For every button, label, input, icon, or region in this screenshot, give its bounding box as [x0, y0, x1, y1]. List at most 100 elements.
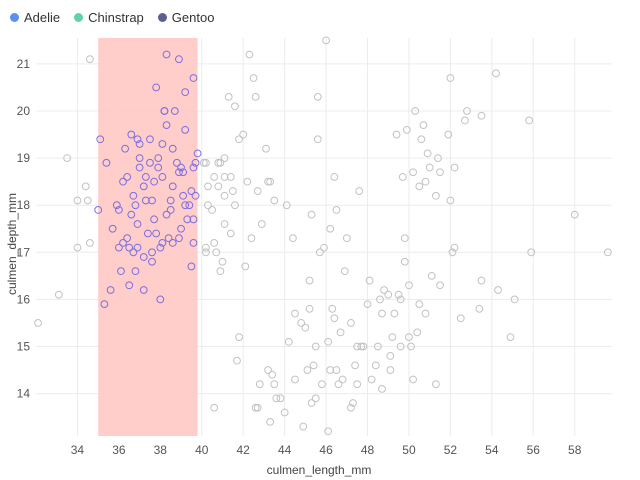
selected-point	[139, 253, 148, 261]
y-tick-label: 16	[17, 292, 31, 306]
unselected-point	[216, 158, 225, 167]
unselected-point	[603, 248, 612, 257]
unselected-point	[378, 384, 386, 393]
unselected-point	[311, 394, 320, 403]
unselected-point	[210, 403, 219, 412]
legend-item-adelie[interactable]: Adelie	[10, 10, 60, 25]
unselected-point	[431, 380, 440, 389]
selected-point	[148, 196, 156, 205]
selected-point	[158, 140, 167, 148]
selected-point	[183, 215, 192, 224]
selected-point	[127, 210, 136, 219]
selected-point	[150, 215, 159, 224]
selected-point	[133, 135, 142, 144]
unselected-point	[419, 121, 428, 130]
legend-item-gentoo[interactable]: Gentoo	[157, 10, 214, 25]
unselected-point	[332, 366, 341, 374]
x-tick-label: 34	[71, 443, 85, 457]
unselected-point	[226, 173, 235, 181]
unselected-point	[436, 281, 444, 290]
selected-point	[189, 238, 198, 247]
unselected-point	[243, 177, 252, 186]
unselected-point	[284, 337, 293, 346]
unselected-point	[332, 206, 341, 214]
selected-point	[189, 163, 198, 172]
unselected-point	[353, 342, 362, 351]
unselected-point	[396, 342, 405, 351]
legend-swatch-chinstrap	[74, 13, 84, 22]
unselected-point	[477, 276, 486, 285]
unselected-point	[525, 116, 534, 125]
unselected-point	[405, 281, 413, 290]
unselected-point	[367, 375, 376, 384]
selected-point	[154, 163, 163, 172]
unselected-point	[303, 366, 312, 374]
selected-point	[106, 286, 115, 294]
selected-point	[141, 196, 150, 205]
unselected-point	[220, 191, 229, 200]
legend-item-chinstrap[interactable]: Chinstrap	[74, 10, 144, 25]
unselected-point	[309, 361, 318, 370]
selected-point	[191, 191, 200, 200]
unselected-point	[210, 173, 219, 181]
unselected-point	[291, 309, 299, 318]
unselected-point	[313, 135, 322, 144]
unselected-point	[450, 163, 459, 172]
unselected-point	[201, 158, 210, 167]
unselected-point	[85, 238, 94, 247]
unselected-point	[214, 158, 223, 167]
selected-point	[135, 154, 144, 163]
unselected-point	[347, 403, 355, 412]
selected-point	[119, 238, 127, 247]
selected-point	[179, 168, 188, 177]
unselected-point	[218, 257, 227, 266]
unselected-point	[338, 375, 347, 384]
selected-point	[177, 224, 185, 233]
x-tick-label: 54	[485, 443, 499, 457]
unselected-point	[239, 130, 248, 139]
selected-point	[114, 243, 123, 252]
unselected-point	[249, 74, 258, 82]
y-tick-label: 18	[17, 198, 31, 212]
unselected-point	[83, 196, 92, 205]
unselected-point	[326, 366, 335, 374]
unselected-point	[63, 154, 71, 163]
unselected-point	[400, 257, 409, 266]
unselected-point	[415, 182, 424, 191]
x-tick-label: 46	[319, 443, 333, 457]
unselected-point	[359, 342, 368, 351]
unselected-point	[307, 210, 316, 219]
unselected-point	[299, 422, 308, 431]
x-tick-label: 42	[237, 443, 251, 457]
unselected-point	[436, 168, 444, 177]
selected-point	[166, 196, 175, 205]
selected-point	[156, 295, 165, 304]
unselected-point	[210, 238, 219, 247]
selected-point	[135, 163, 144, 172]
unselected-point	[425, 163, 434, 172]
unselected-point	[34, 319, 42, 327]
unselected-point	[446, 196, 455, 205]
unselected-point	[253, 187, 262, 195]
unselected-point	[270, 380, 279, 389]
unselected-point	[73, 196, 82, 205]
unselected-point	[311, 342, 320, 351]
x-tick-label: 58	[568, 443, 582, 457]
selected-point	[121, 144, 129, 153]
unselected-point	[330, 173, 339, 181]
unselected-point	[494, 286, 502, 294]
selected-point	[119, 177, 127, 186]
selected-point	[164, 234, 173, 243]
selected-point	[125, 243, 134, 252]
selected-point	[139, 182, 148, 191]
selected-point	[189, 74, 198, 82]
selected-point	[181, 88, 190, 97]
x-axis-label: culmen_length_mm	[267, 463, 372, 477]
y-tick-label: 15	[17, 340, 31, 354]
selected-point	[187, 187, 196, 195]
unselected-point	[398, 173, 407, 181]
unselected-point	[322, 36, 330, 45]
selected-point	[168, 238, 177, 247]
unselected-point	[305, 276, 314, 285]
